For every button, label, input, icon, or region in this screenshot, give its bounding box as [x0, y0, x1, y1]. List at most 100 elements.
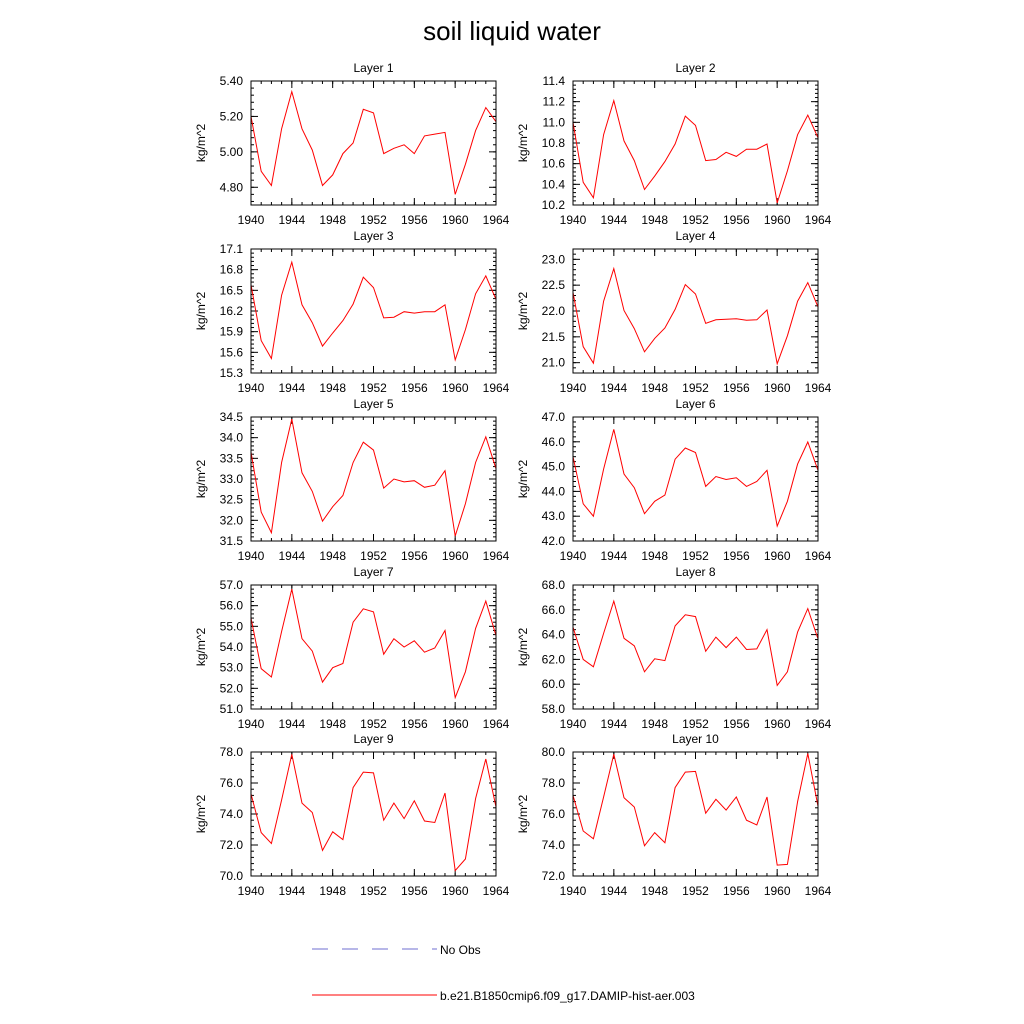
plot-frame [572, 248, 819, 374]
plot-frame [250, 248, 497, 374]
y-tick-label: 43.0 [542, 509, 566, 523]
x-tick-label: 1944 [278, 549, 305, 563]
y-tick-label: 33.5 [220, 451, 244, 465]
y-tick-label: 74.0 [542, 838, 566, 852]
y-tick-label: 15.9 [220, 325, 244, 339]
panel-2: Layer 2 kg/m^2 1940 1944 1948 1952 1956 1960 196… [516, 61, 832, 227]
panel-8: Layer 8 kg/m^2 1940 1944 1948 1952 1956 1960 196… [516, 565, 832, 731]
y-tick-label: 60.0 [542, 677, 566, 691]
y-tick-label: 52.0 [220, 681, 244, 695]
y-tick-label: 16.5 [220, 283, 244, 297]
y-tick-label: 68.0 [542, 578, 566, 592]
x-tick-label: 1964 [805, 549, 832, 563]
x-tick-label: 1956 [401, 213, 428, 227]
x-tick-label: 1948 [319, 717, 346, 731]
x-tick-label: 1940 [238, 717, 265, 731]
x-tick-label: 1944 [600, 549, 627, 563]
y-tick-label: 15.6 [220, 345, 244, 359]
x-tick-label: 1940 [560, 213, 587, 227]
y-tick-label: 56.0 [220, 599, 244, 613]
y-tick-label: 10.4 [542, 177, 566, 191]
x-tick-label: 1944 [278, 213, 305, 227]
panel-title: Layer 2 [675, 61, 715, 75]
x-tick-label: 1948 [641, 549, 668, 563]
x-tick-label: 1940 [238, 549, 265, 563]
x-tick-label: 1948 [319, 381, 346, 395]
x-tick-label: 1956 [723, 213, 750, 227]
y-tick-label: 34.0 [220, 431, 244, 445]
y-tick-label: 17.1 [220, 242, 244, 256]
x-tick-label: 1944 [278, 717, 305, 731]
y-tick-label: 55.0 [220, 619, 244, 633]
y-tick-label: 22.5 [542, 278, 566, 292]
x-tick-label: 1964 [805, 884, 832, 898]
x-tick-label: 1956 [401, 549, 428, 563]
panel-10: Layer 10 kg/m^2 1940 1944 1948 1952 1956 1960 19… [516, 732, 832, 898]
y-tick-label: 46.0 [542, 435, 566, 449]
y-tick-label: 33.0 [220, 472, 244, 486]
x-tick-label: 1956 [723, 717, 750, 731]
y-tick-label: 78.0 [542, 776, 566, 790]
y-tick-label: 23.0 [542, 252, 566, 266]
y-axis-label: kg/m^2 [516, 795, 530, 834]
x-tick-label: 1956 [401, 717, 428, 731]
y-tick-label: 22.0 [542, 304, 566, 318]
legend: No Obs b.e21.B1850cmip6.f09_g17.DAMIP-his… [312, 943, 695, 1003]
panels-grid: Layer 1 kg/m^2 1940 1944 1948 1952 1956 1960 196… [194, 61, 832, 898]
x-tick-label: 1960 [442, 884, 469, 898]
x-tick-label: 1948 [319, 549, 346, 563]
y-tick-label: 76.0 [542, 807, 566, 821]
series-line [572, 599, 819, 687]
y-axis-label: kg/m^2 [194, 628, 208, 667]
x-tick-label: 1956 [723, 381, 750, 395]
panel-title: Layer 1 [353, 61, 393, 75]
y-tick-label: 10.2 [542, 198, 566, 212]
x-tick-label: 1948 [641, 381, 668, 395]
y-axis-label: kg/m^2 [516, 124, 530, 163]
y-axis-label: kg/m^2 [516, 292, 530, 331]
y-axis-label: kg/m^2 [516, 628, 530, 667]
panel-title: Layer 7 [353, 565, 393, 579]
x-tick-label: 1960 [764, 381, 791, 395]
y-tick-label: 5.00 [220, 145, 244, 159]
series-line [572, 429, 819, 528]
plot-frame [572, 416, 819, 542]
y-tick-label: 66.0 [542, 603, 566, 617]
plot-frame [250, 751, 497, 877]
x-tick-label: 1948 [641, 213, 668, 227]
x-tick-label: 1964 [805, 717, 832, 731]
x-tick-label: 1940 [560, 717, 587, 731]
series-line [250, 754, 497, 872]
y-tick-label: 11.2 [543, 95, 566, 109]
x-tick-label: 1956 [723, 549, 750, 563]
plot-frame [572, 80, 819, 206]
y-tick-label: 32.0 [220, 513, 244, 527]
panel-9: Layer 9 kg/m^2 1940 1944 1948 1952 1956 1960 196… [194, 732, 510, 898]
y-axis-label: kg/m^2 [194, 292, 208, 331]
y-tick-label: 57.0 [220, 578, 244, 592]
x-tick-label: 1952 [360, 717, 387, 731]
x-tick-label: 1948 [641, 717, 668, 731]
y-tick-label: 21.0 [542, 356, 566, 370]
chart-title: soil liquid water [423, 16, 601, 46]
plot-frame [572, 584, 819, 710]
panel-title: Layer 8 [675, 565, 715, 579]
x-tick-label: 1952 [360, 884, 387, 898]
x-tick-label: 1964 [805, 213, 832, 227]
x-tick-label: 1960 [442, 549, 469, 563]
x-tick-label: 1952 [682, 884, 709, 898]
y-tick-label: 58.0 [542, 702, 566, 716]
x-tick-label: 1944 [600, 213, 627, 227]
y-tick-label: 54.0 [220, 640, 244, 654]
panel-7: Layer 7 kg/m^2 1940 1944 1948 1952 1956 1960 196… [194, 565, 510, 731]
x-tick-label: 1940 [238, 381, 265, 395]
panel-title: Layer 10 [672, 732, 719, 746]
x-tick-label: 1948 [319, 213, 346, 227]
y-tick-label: 74.0 [220, 807, 244, 821]
x-tick-label: 1964 [483, 213, 510, 227]
x-tick-label: 1960 [442, 381, 469, 395]
x-tick-label: 1952 [682, 549, 709, 563]
y-tick-label: 62.0 [542, 652, 566, 666]
x-tick-label: 1940 [238, 884, 265, 898]
panel-6: Layer 6 kg/m^2 1940 1944 1948 1952 1956 1960 196… [516, 397, 832, 563]
